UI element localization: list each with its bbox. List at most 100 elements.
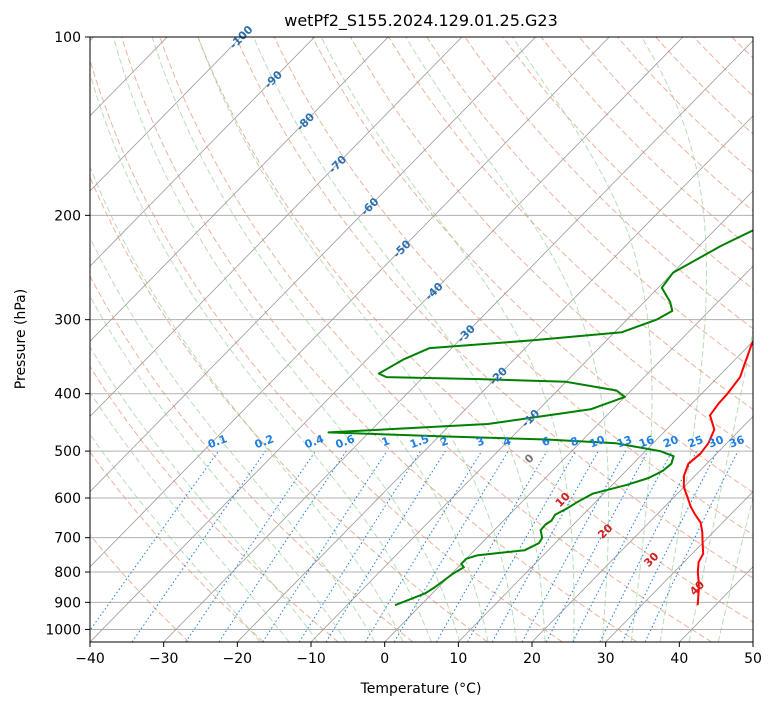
chart-title: wetPf2_S155.2024.129.01.25.G23	[284, 11, 558, 31]
dry-adiabat-line	[90, 175, 488, 642]
x-tick-label: 40	[670, 651, 688, 667]
axis-ticks: −40 −30 −20 −10 0 10 20 30 40 5010020030040050060…	[45, 30, 762, 667]
moist-adiabat-line	[90, 433, 261, 642]
mixing-ratio-label: 6	[540, 434, 552, 449]
moist-adiabat-line	[90, 391, 290, 642]
plot-background	[90, 37, 753, 642]
isotherm-line	[90, 37, 684, 642]
isotherm-line	[163, 40, 753, 642]
dry-adiabat-line	[159, 37, 712, 642]
moist-adiabat-line	[90, 72, 432, 642]
mixing-ratio-label: 13	[615, 433, 634, 450]
x-tick-label: 10	[449, 651, 467, 667]
mixing-ratio-line	[131, 450, 266, 642]
line-labels: 0.1 0.2 0.4 0.6 1 1.5 2 3 4 6 8 10 13 16 20 25 30 36-100-…	[206, 23, 746, 598]
mixing-ratio-line	[491, 450, 599, 642]
isotherm-line	[90, 37, 610, 568]
y-tick-label: 600	[54, 491, 81, 507]
mixing-ratio-line	[599, 450, 698, 642]
dry-adiabat-line	[617, 37, 753, 173]
y-tick-label: 800	[54, 565, 81, 581]
moist-adiabat-line	[512, 37, 653, 642]
dry-adiabat-line	[579, 37, 753, 212]
moist-adiabat-line	[112, 37, 461, 642]
mixing-ratio-label: 16	[637, 433, 656, 451]
dry-adiabat-line	[540, 37, 753, 251]
mixing-ratio-label: 25	[686, 433, 705, 450]
isotherm-line	[90, 37, 315, 267]
moist-adiabat-line	[197, 37, 517, 642]
x-tick-label: 20	[523, 651, 541, 667]
temperature-line	[682, 339, 753, 606]
mixing-ratio-label: 1	[380, 434, 392, 449]
dry-adiabat-line	[464, 37, 753, 330]
mixing-ratio-label: 36	[727, 433, 746, 451]
y-tick-label: 900	[54, 595, 81, 611]
mixing-ratio-label: 0.1	[206, 432, 229, 451]
dry-adiabat-line	[502, 37, 753, 290]
dry-adiabat-line	[90, 275, 414, 642]
mixing-ratio-label: 2	[438, 434, 450, 449]
moist-adiabat-line	[405, 37, 610, 642]
moist-adiabat-line	[320, 37, 575, 642]
dry-adiabat-line	[235, 37, 753, 579]
dry-adiabat-line	[273, 37, 753, 536]
mixing-ratio-line	[467, 450, 577, 642]
mixing-ratio-line	[298, 450, 422, 642]
x-tick-label: −20	[223, 651, 253, 667]
dry-adiabat-line	[90, 58, 563, 642]
isotherm-line	[90, 37, 463, 418]
y-tick-label: 400	[54, 387, 81, 403]
isotherm-line	[531, 415, 753, 642]
dry-adiabat-line	[121, 37, 638, 642]
moist-adiabat-line	[151, 37, 489, 642]
mixing-ratio-line	[545, 450, 649, 642]
mixing-ratio-label: 3	[475, 434, 487, 449]
profile-lines	[327, 229, 753, 607]
isotherm-line	[310, 190, 753, 642]
x-tick-label: 30	[597, 651, 615, 667]
mixing-ratio-label: 0.6	[334, 432, 357, 451]
x-tick-label: −40	[75, 651, 105, 667]
plot-frame	[89, 36, 754, 643]
moist-adiabat-line	[90, 345, 319, 642]
x-axis-label: Temperature (°C)	[360, 681, 482, 697]
y-tick-label: 500	[54, 444, 81, 460]
isotherm-line	[90, 37, 389, 342]
mixing-ratio-label: 10	[588, 433, 607, 451]
mixing-ratio-label: 30	[707, 433, 726, 451]
x-tick-label: −30	[149, 651, 179, 667]
y-tick-label: 100	[54, 30, 81, 46]
background-lines	[90, 37, 753, 642]
x-tick-label: −10	[296, 651, 326, 667]
moist-adiabat-line	[90, 236, 376, 642]
y-axis-label: Pressure (hPa)	[13, 289, 29, 389]
mixing-ratio-label: 4	[501, 434, 513, 449]
mixing-ratio-line	[621, 450, 718, 642]
isotherm-line	[605, 491, 753, 642]
y-tick-label: 200	[54, 208, 81, 224]
mixing-ratio-label: 20	[661, 433, 680, 451]
moist-adiabat-line	[641, 37, 707, 642]
mixing-ratio-label: 1.5	[408, 432, 431, 451]
mixing-ratio-line	[262, 450, 388, 642]
dry-adiabat-line	[90, 534, 190, 642]
isotherm-line	[458, 340, 753, 642]
dry-adiabat-line	[90, 365, 339, 642]
moist-adiabat-line	[253, 37, 546, 642]
isotherm-line	[90, 37, 242, 192]
dry-adiabat-line	[197, 37, 753, 623]
moist-adiabat-line	[90, 165, 404, 642]
y-tick-label: 700	[54, 531, 81, 547]
mixing-ratio-label: 0.2	[253, 432, 276, 451]
mixing-ratio-line	[364, 450, 483, 642]
y-tick-label: 300	[54, 313, 81, 329]
x-tick-label: 50	[744, 651, 762, 667]
mixing-ratio-line	[218, 450, 347, 642]
mixing-ratio-label: 8	[569, 434, 581, 449]
isotherm-line	[752, 641, 753, 642]
isotherm-line	[384, 265, 753, 642]
dry-adiabat-line	[426, 37, 753, 370]
moist-adiabat-line	[688, 328, 753, 642]
